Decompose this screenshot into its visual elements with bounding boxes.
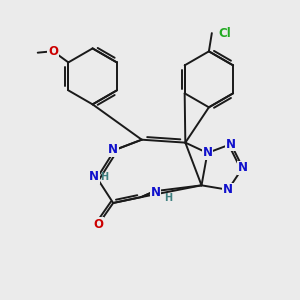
Text: O: O xyxy=(48,45,58,58)
Text: N: N xyxy=(151,186,161,199)
Text: N: N xyxy=(226,138,236,151)
Text: N: N xyxy=(108,143,118,157)
Text: Cl: Cl xyxy=(218,27,231,40)
Text: H: H xyxy=(100,172,109,182)
Text: H: H xyxy=(164,193,172,203)
Text: O: O xyxy=(48,45,58,58)
Text: N: N xyxy=(238,161,248,174)
Text: O: O xyxy=(94,218,103,231)
Text: N: N xyxy=(89,170,99,183)
Text: N: N xyxy=(223,183,233,196)
Text: N: N xyxy=(202,146,212,159)
Text: Cl: Cl xyxy=(218,27,231,40)
